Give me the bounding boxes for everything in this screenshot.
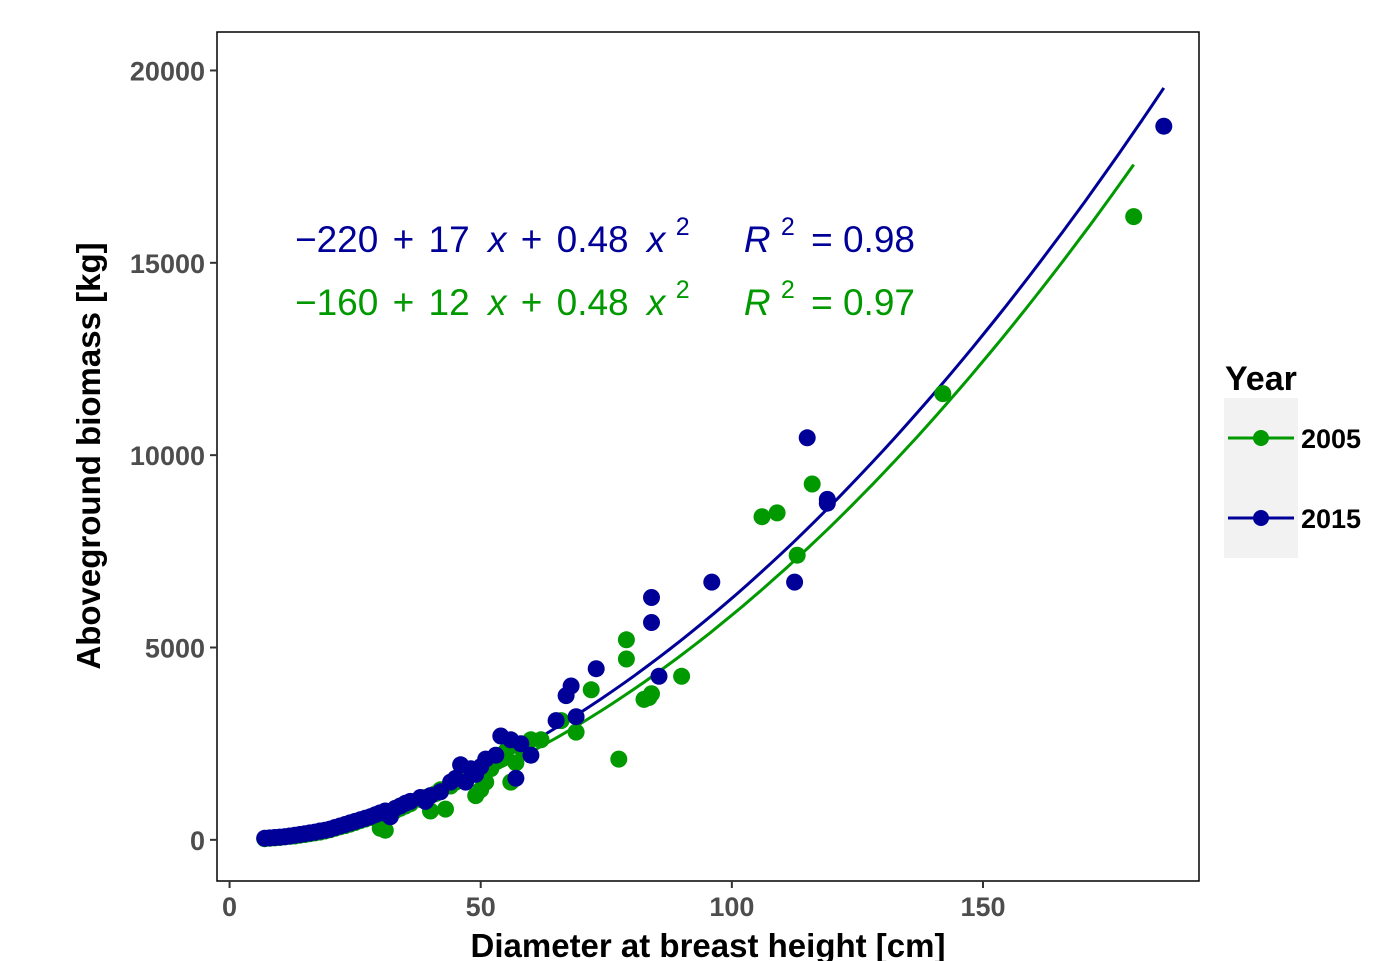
- data-point-2005: [643, 685, 660, 703]
- data-point-2005: [507, 754, 525, 772]
- data-point-2005: [934, 385, 952, 403]
- data-point-2015: [567, 708, 585, 726]
- equation-2015-r-value: = 0.98: [811, 219, 915, 260]
- legend-label-2005: 2005: [1301, 424, 1361, 454]
- y-tick-label: 0: [190, 826, 205, 856]
- equation-2005-r-exp: 2: [781, 276, 795, 304]
- data-point-2005: [803, 475, 821, 493]
- equation-2005-intercept: −160: [295, 282, 378, 323]
- equation-2005-coef1: 12: [429, 282, 470, 323]
- data-point-2005: [567, 723, 585, 741]
- data-point-2005: [617, 631, 635, 649]
- equation-2015-coef1: 17: [429, 219, 470, 260]
- data-point-2015: [1155, 117, 1173, 135]
- equation-2015-r-exp: 2: [781, 213, 795, 241]
- data-point-2015: [487, 746, 505, 764]
- equation-2005-op1: +: [393, 282, 415, 323]
- x-tick-label: 50: [466, 892, 496, 922]
- legend-marker-2005: [1253, 430, 1269, 446]
- legend-title: Year: [1225, 360, 1297, 398]
- x-tick-label: 100: [709, 892, 754, 922]
- x-axis: 0 50 100 150: [222, 881, 1006, 922]
- y-axis: 0 5000 10000 15000 20000: [130, 56, 217, 856]
- data-points: [256, 117, 1173, 848]
- equation-2005-coef2: 0.48: [557, 282, 629, 323]
- data-point-2015: [547, 712, 565, 730]
- y-axis-title: Aboveground biomass [kg]: [70, 242, 107, 669]
- equation-2015-coef2: 0.48: [557, 219, 629, 260]
- equation-2015: −220 + 17 x + 0.48 x 2 R 2 = 0.98: [295, 202, 915, 260]
- equation-2005: −160 + 12 x + 0.48 x 2 R 2 = 0.97: [295, 265, 915, 323]
- equation-2015-r: R: [744, 219, 771, 260]
- equation-2005-x1: x: [486, 282, 508, 323]
- data-point-2015: [643, 614, 660, 631]
- y-tick-label: 15000: [130, 249, 205, 279]
- equation-2005-exp: 2: [676, 276, 690, 304]
- data-point-2015: [507, 769, 525, 787]
- equation-2005-r-value: = 0.97: [811, 282, 915, 323]
- data-point-2015: [650, 667, 668, 685]
- data-point-2015: [818, 494, 836, 512]
- x-tick-label: 0: [222, 892, 237, 922]
- data-point-2015: [643, 589, 660, 606]
- y-tick-label: 5000: [145, 633, 205, 663]
- data-point-2005: [1125, 208, 1143, 226]
- y-tick-label: 20000: [130, 56, 205, 86]
- data-point-2015: [562, 677, 580, 695]
- data-point-2015: [587, 660, 605, 678]
- equation-2005-r: R: [744, 282, 771, 323]
- legend-marker-2015: [1253, 510, 1269, 526]
- data-point-2005: [768, 504, 786, 522]
- x-tick-label: 150: [960, 892, 1005, 922]
- data-point-2005: [610, 750, 628, 768]
- data-point-2015: [522, 746, 540, 764]
- plot-panel-border: [216, 31, 1200, 882]
- data-point-2015: [786, 573, 804, 591]
- data-point-2005: [582, 681, 600, 699]
- equation-2015-intercept: −220: [295, 219, 378, 260]
- data-point-2005: [788, 546, 806, 564]
- data-point-2015: [798, 429, 816, 447]
- legend: Year 2005 2015: [1224, 360, 1361, 558]
- equation-2015-op2: +: [521, 219, 543, 260]
- data-point-2005: [532, 731, 550, 749]
- equation-2015-x2: x: [645, 219, 667, 260]
- data-point-2015: [512, 735, 530, 753]
- equation-2005-op2: +: [521, 282, 543, 323]
- data-point-2005: [437, 800, 454, 818]
- plot-area: [216, 31, 1200, 882]
- equation-2015-exp: 2: [676, 213, 690, 241]
- equation-2015-x1: x: [486, 219, 508, 260]
- data-point-2005: [617, 650, 635, 668]
- data-point-2005: [673, 667, 691, 685]
- data-point-2005: [376, 821, 394, 839]
- y-tick-label: 10000: [130, 441, 205, 471]
- legend-label-2015: 2015: [1301, 504, 1361, 534]
- data-point-2005: [753, 508, 771, 526]
- data-point-2015: [703, 573, 721, 591]
- equation-2015-op1: +: [393, 219, 415, 260]
- equation-2005-x2: x: [645, 282, 667, 323]
- x-axis-title: Diameter at breast height [cm]: [471, 927, 946, 961]
